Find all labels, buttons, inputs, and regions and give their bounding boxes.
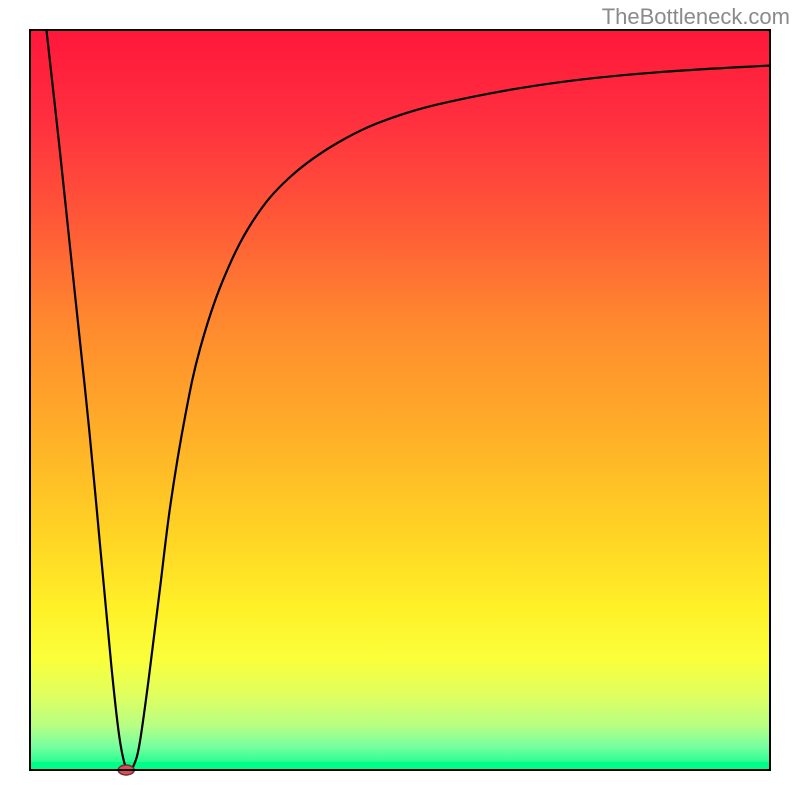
watermark-text: TheBottleneck.com [602, 4, 790, 30]
chart-container: TheBottleneck.com [0, 0, 800, 800]
bottleneck-curve-chart [0, 0, 800, 800]
plot-background-gradient [30, 30, 770, 770]
plot-bottom-band [30, 762, 770, 770]
